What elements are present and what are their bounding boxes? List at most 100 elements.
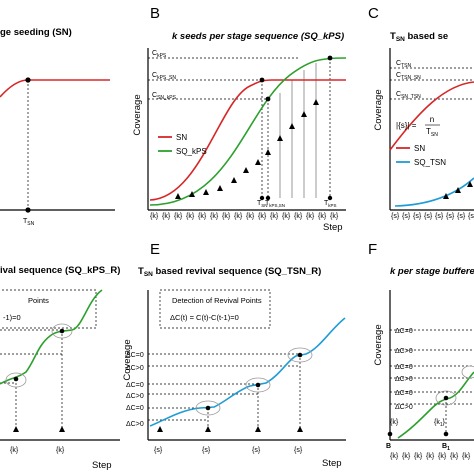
step-label: {s} <box>202 447 211 454</box>
panel-f: F k per stage buffere Coverage ΔC=0 ΔC>0… <box>368 241 474 460</box>
tick-label: B1 <box>442 443 450 452</box>
b1-point <box>443 431 449 437</box>
level-label: ΔC>0 <box>395 404 413 411</box>
axis-label: Coverage <box>122 339 133 380</box>
step-marker <box>255 159 261 165</box>
step-marker <box>289 123 295 129</box>
tkps-point <box>327 195 333 201</box>
panel-c-step-labels: {s}{s}{s}{s}{s}{s}{s}{s} <box>391 213 474 220</box>
tkps-sn-point <box>265 195 271 201</box>
revival-point <box>13 376 19 382</box>
level-label: CTSN_SN <box>396 72 421 81</box>
step-label: {k} <box>162 213 171 220</box>
legend-entry: SN <box>176 133 187 142</box>
series-line <box>0 79 110 98</box>
legend-entry: SQ_TSN <box>414 158 446 167</box>
series-line-sn <box>389 81 474 151</box>
panel-e-title: TSN based revival sequence (SQ_TSN_R) <box>138 266 321 278</box>
step-label: {k} <box>246 213 255 220</box>
intersection-dot <box>259 77 265 83</box>
step-label: {k} <box>330 213 339 220</box>
step-label: {k} <box>174 213 183 220</box>
legend-entry: SN <box>414 144 425 153</box>
step-label: {k} <box>294 213 303 220</box>
level-label: ΔC=0 <box>395 364 413 371</box>
panel-c-title: TSN based se <box>390 31 448 43</box>
step-label: {s} <box>294 447 303 454</box>
step-marker <box>59 426 65 432</box>
step-label: {k} <box>450 453 459 460</box>
step-label: {k} <box>198 213 207 220</box>
level-label: CSN_TSN <box>396 91 421 100</box>
panel-f-step-labels: {k} {k} {k} {k} {k} {k} {k} <box>390 453 471 460</box>
tick-label: TSN <box>257 200 268 208</box>
panel-e-letter: E <box>150 241 160 258</box>
panel-b-step-labels: {k} {k} {k} {k} {k} {k} {k} {k} {k} {k} {k} {k} {k}{… <box>150 213 339 220</box>
axis-label: Step <box>322 458 342 469</box>
step-label: {s} <box>252 447 261 454</box>
step-label: {s} <box>154 447 163 454</box>
panel-c-letter: C <box>368 5 379 22</box>
level-label: ΔC>0 <box>126 393 144 400</box>
revival-highlight <box>287 347 313 363</box>
revival-highlight <box>51 323 73 339</box>
step-marker <box>265 149 271 155</box>
step-label: {k} <box>414 453 423 460</box>
formula: |{s}| = <box>396 121 417 130</box>
revival-highlight <box>5 372 27 388</box>
saturation-dot <box>327 55 333 61</box>
step-label: {s} <box>468 213 474 220</box>
detection-box <box>159 289 271 329</box>
detection-box-title: Detection of Revival Points <box>172 296 262 305</box>
step-label: {s} <box>457 213 466 220</box>
step-label: {k} <box>390 419 399 426</box>
revival-point <box>255 382 261 388</box>
axis-label: Step <box>92 460 112 471</box>
step-label: {k} <box>462 453 471 460</box>
level-label: ΔC=0 <box>395 328 413 335</box>
panel-b-letter: B <box>150 5 160 22</box>
axis-label: Coverage <box>373 89 384 130</box>
detection-box-title: Points <box>28 296 49 305</box>
step-label: {k} <box>222 213 231 220</box>
level-label: ΔC=0 <box>395 390 413 397</box>
step-marker <box>217 185 223 191</box>
step-marker <box>175 193 181 199</box>
level-label: ΔC>0 <box>395 348 413 355</box>
revival-highlight <box>195 400 221 416</box>
level-label: CSN_kPS <box>152 92 177 101</box>
level-label: CTSN <box>396 60 411 69</box>
panel-f-letter: F <box>368 241 377 258</box>
axis-label: Coverage <box>132 94 143 135</box>
tick-label: TSN <box>23 218 35 227</box>
step-marker <box>297 426 303 432</box>
series-line <box>397 371 474 439</box>
step-marker <box>467 181 473 187</box>
panel-b-title: k seeds per stage sequence (SQ_kPS) <box>172 31 344 42</box>
level-label: ΔC>0 <box>126 365 144 372</box>
step-marker <box>313 99 319 105</box>
level-label: CkPS_SN <box>152 72 176 81</box>
step-marker <box>455 187 461 193</box>
step-label: {k} <box>234 213 243 220</box>
formula-numerator: n <box>430 115 434 124</box>
legend-entry: SQ_kPS <box>176 147 207 156</box>
step-label: {k1} <box>434 419 446 428</box>
step-marker <box>277 135 283 141</box>
detection-box <box>0 289 97 329</box>
panel-c: C TSN based se Coverage CTSN CTSN_SN CSN… <box>368 5 474 220</box>
step-label: {k} <box>438 453 447 460</box>
step-label: {s} <box>435 213 444 220</box>
step-label: {k} <box>282 213 291 220</box>
panel-b-triangles <box>175 99 319 199</box>
step-label: {k} <box>10 447 19 454</box>
step-label: {k} <box>318 213 327 220</box>
axis-label: Step <box>323 222 343 233</box>
step-marker <box>157 426 163 432</box>
step-marker <box>203 189 209 195</box>
level-label: ΔC=0 <box>126 405 144 412</box>
step-marker <box>443 193 449 199</box>
step-label: {s} <box>391 213 400 220</box>
detection-box-formula: -1)=0 <box>3 313 21 322</box>
